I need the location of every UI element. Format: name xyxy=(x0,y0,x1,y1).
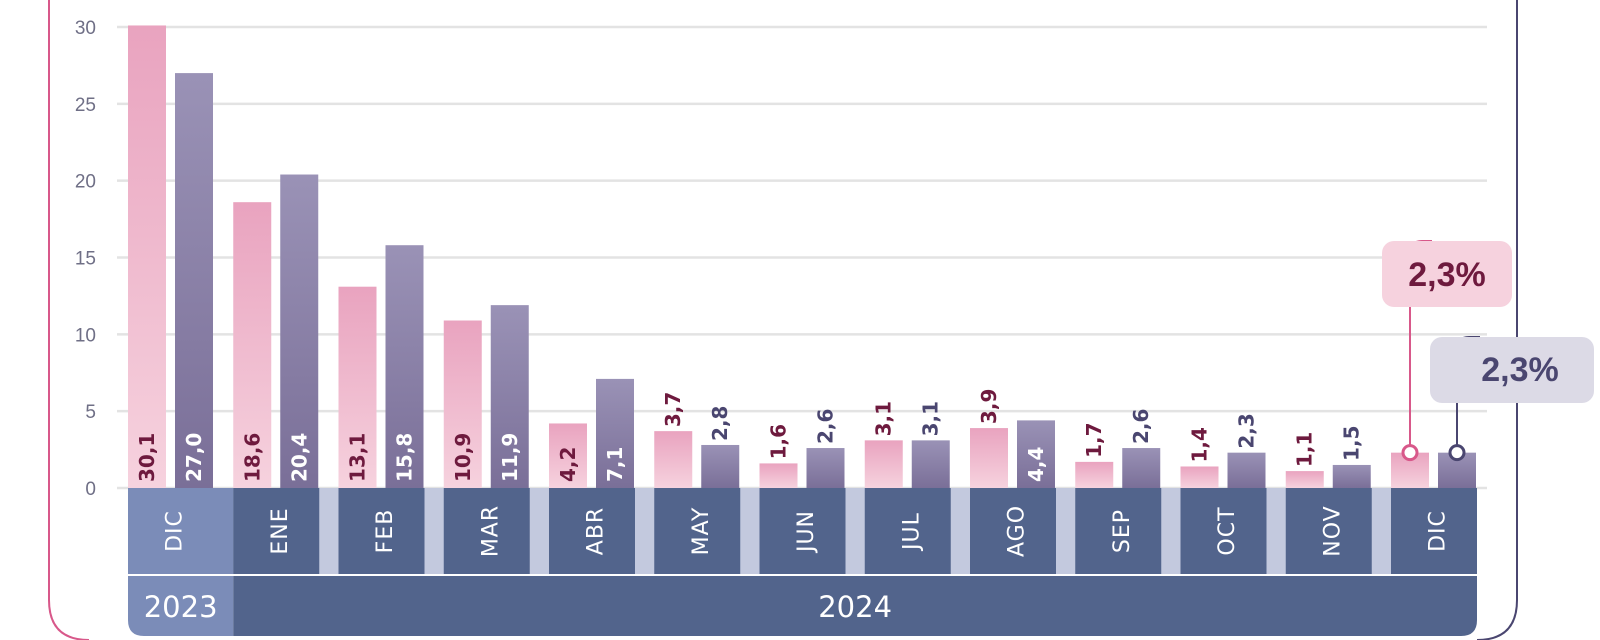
bar-series-2 xyxy=(806,448,845,488)
y-tick-label: 5 xyxy=(85,402,96,423)
value-label: 3,7 xyxy=(661,392,685,427)
value-label: 27,0 xyxy=(182,433,206,482)
month-tile xyxy=(1180,488,1267,574)
bars: 30,1 18,6 13,1 10,9 4,2 3,7 1,6 3,1 3,9 1,7 1,4 1,1… xyxy=(128,25,1476,489)
value-label: 11,9 xyxy=(498,433,522,482)
month-label: SEP xyxy=(1110,509,1135,553)
month-tile xyxy=(549,488,635,574)
y-tick-label: 30 xyxy=(75,18,96,39)
bar-series-2 xyxy=(175,73,213,488)
value-label: 18,6 xyxy=(240,433,264,482)
category-axis: DIC ENE FEB MAR ABR MAY JUN JUL AGO SEP OCT NOV DIC 2… xyxy=(128,488,1477,636)
month-tile xyxy=(128,488,234,574)
callout-label: 2,3% xyxy=(1408,256,1486,294)
year-label: 2024 xyxy=(818,590,892,624)
frame-right-line xyxy=(1476,0,1518,640)
bar-series-1 xyxy=(759,463,798,488)
value-label: 3,9 xyxy=(977,389,1001,424)
y-tick-label: 20 xyxy=(75,172,96,193)
month-label: OCT xyxy=(1215,506,1240,555)
y-axis-ticks: 0 5 10 15 20 25 30 xyxy=(75,18,96,500)
value-label: 2,8 xyxy=(708,406,732,441)
month-label: FEB xyxy=(373,509,398,554)
y-tick-label: 15 xyxy=(75,249,96,270)
value-label: 10,9 xyxy=(451,433,475,482)
bar-series-2 xyxy=(280,174,319,488)
bar-series-2 xyxy=(1017,420,1055,488)
value-label: 1,1 xyxy=(1293,432,1317,467)
value-label: 1,7 xyxy=(1082,422,1106,457)
month-label: ENE xyxy=(268,507,293,554)
month-tile xyxy=(338,488,425,574)
month-tile xyxy=(1391,488,1477,574)
callouts: 2,3% 2,3% xyxy=(1382,240,1594,462)
value-label: 1,4 xyxy=(1188,427,1212,462)
month-tile xyxy=(970,488,1056,574)
bar-series-1 xyxy=(338,286,377,488)
callout-box xyxy=(1430,337,1594,403)
value-label: 20,4 xyxy=(287,433,311,482)
month-tile xyxy=(443,488,530,574)
y-tick-label: 25 xyxy=(75,95,96,116)
month-label: NOV xyxy=(1320,505,1345,556)
month-label: DIC xyxy=(1426,510,1451,552)
y-tick-label: 0 xyxy=(85,479,96,500)
value-label: 2,6 xyxy=(1129,409,1153,444)
month-tile xyxy=(759,488,846,574)
value-label: 7,1 xyxy=(603,447,627,482)
bar-series-1 xyxy=(970,428,1008,488)
value-label: 3,1 xyxy=(872,401,896,436)
callout-label: 2,3% xyxy=(1481,351,1559,389)
callout-box xyxy=(1382,241,1512,307)
value-label: 2,6 xyxy=(814,409,838,444)
y-tick-label: 10 xyxy=(75,325,96,346)
bar-series-1 xyxy=(1285,471,1324,488)
bar-series-2 xyxy=(701,444,740,488)
value-label: 2,3 xyxy=(1235,413,1259,448)
year-label: 2023 xyxy=(144,590,218,624)
value-label: 1,5 xyxy=(1340,426,1364,461)
bar-series-1 xyxy=(654,431,693,488)
value-label: 30,1 xyxy=(135,433,159,482)
bar-series-1 xyxy=(128,25,166,489)
month-label: ABR xyxy=(584,507,609,555)
value-label: 15,8 xyxy=(393,433,417,482)
value-label: 4,4 xyxy=(1024,447,1048,482)
bar-series-2 xyxy=(596,378,634,488)
value-label: 3,1 xyxy=(919,401,943,436)
bar-series-2 xyxy=(1332,464,1371,488)
month-label: MAR xyxy=(478,505,503,557)
grid-lines xyxy=(117,25,1487,490)
bar-series-1 xyxy=(864,440,903,488)
month-tile xyxy=(864,488,951,574)
month-label: AGO xyxy=(1005,505,1030,557)
bar-series-1 xyxy=(443,320,482,488)
value-label: 1,6 xyxy=(767,424,791,459)
bar-series-2 xyxy=(1227,452,1266,488)
month-label: JUN xyxy=(794,510,819,554)
bar-series-2 xyxy=(385,245,424,488)
year-band xyxy=(233,576,1477,636)
month-tile xyxy=(654,488,741,574)
bar-series-2 xyxy=(1122,448,1161,488)
month-tile xyxy=(233,488,320,574)
callout-marker xyxy=(1401,444,1419,462)
bar-series-1 xyxy=(1180,466,1219,488)
bar-series-1 xyxy=(1075,461,1114,488)
value-label: 4,2 xyxy=(556,447,580,482)
month-label: JUL xyxy=(899,512,924,552)
month-tile xyxy=(1285,488,1372,574)
year-band xyxy=(128,576,234,636)
bar-series-2 xyxy=(911,440,950,488)
value-label: 13,1 xyxy=(346,433,370,482)
bar-series-2 xyxy=(490,305,529,488)
bar-series-1 xyxy=(549,423,587,488)
month-label: DIC xyxy=(163,510,188,552)
callout-marker xyxy=(1448,444,1466,462)
month-tile xyxy=(1075,488,1162,574)
month-label: MAY xyxy=(689,507,714,556)
bar-series-1 xyxy=(233,202,272,488)
